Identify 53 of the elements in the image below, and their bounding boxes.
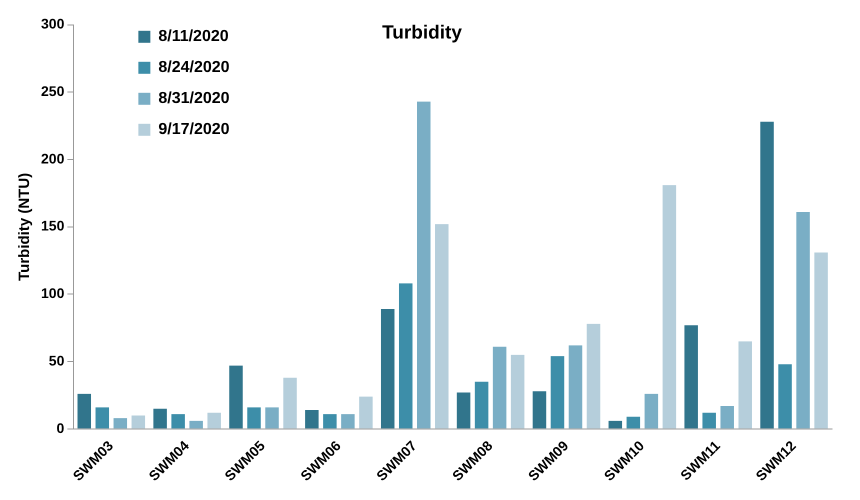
bar: [247, 407, 261, 428]
bar: [586, 324, 600, 428]
bar: [265, 407, 279, 428]
bar: [814, 252, 828, 428]
y-tick-label: 0: [56, 420, 65, 436]
bar: [341, 414, 355, 428]
bar: [435, 224, 449, 428]
bar: [305, 410, 319, 428]
legend-label: 8/11/2020: [158, 28, 229, 46]
y-tick-label: 100: [41, 285, 65, 302]
y-axis-title: Turbidity (NTU): [16, 172, 34, 281]
bar: [207, 412, 221, 428]
chart-title: Turbidity: [382, 22, 462, 44]
bar: [189, 420, 203, 428]
y-tick-label: 50: [48, 352, 65, 368]
bar: [229, 366, 243, 428]
bar: [96, 407, 110, 428]
bar: [684, 325, 698, 428]
bar: [398, 283, 412, 428]
bar: [608, 420, 622, 428]
bar: [510, 354, 524, 428]
bar: [153, 408, 167, 428]
legend-label: 8/31/2020: [158, 90, 230, 108]
bar: [626, 416, 640, 428]
bar: [380, 309, 394, 428]
bar: [702, 412, 716, 428]
y-tick-label: 300: [41, 16, 65, 32]
y-tick-label: 150: [41, 218, 65, 234]
bar: [738, 341, 752, 428]
bar: [283, 378, 297, 428]
bar: [532, 391, 546, 428]
bar: [417, 102, 431, 428]
bar: [796, 212, 810, 428]
legend-label: 8/24/2020: [158, 59, 230, 76]
bar: [132, 415, 146, 428]
y-tick-label: 250: [41, 83, 65, 100]
bar: [78, 394, 92, 428]
legend-label: 9/17/2020: [158, 121, 230, 138]
bar: [550, 356, 564, 428]
bar: [359, 396, 373, 428]
bar: [456, 392, 470, 428]
bar: [778, 364, 792, 428]
bar: [760, 122, 774, 428]
bar: [492, 346, 506, 428]
bar: [171, 414, 185, 428]
bar: [662, 185, 676, 428]
bar: [323, 414, 337, 428]
bar: [720, 406, 734, 428]
y-tick-label: 200: [41, 150, 65, 166]
bar: [474, 382, 488, 428]
bar: [114, 418, 128, 428]
bar: [568, 345, 582, 428]
bar: [644, 394, 658, 428]
